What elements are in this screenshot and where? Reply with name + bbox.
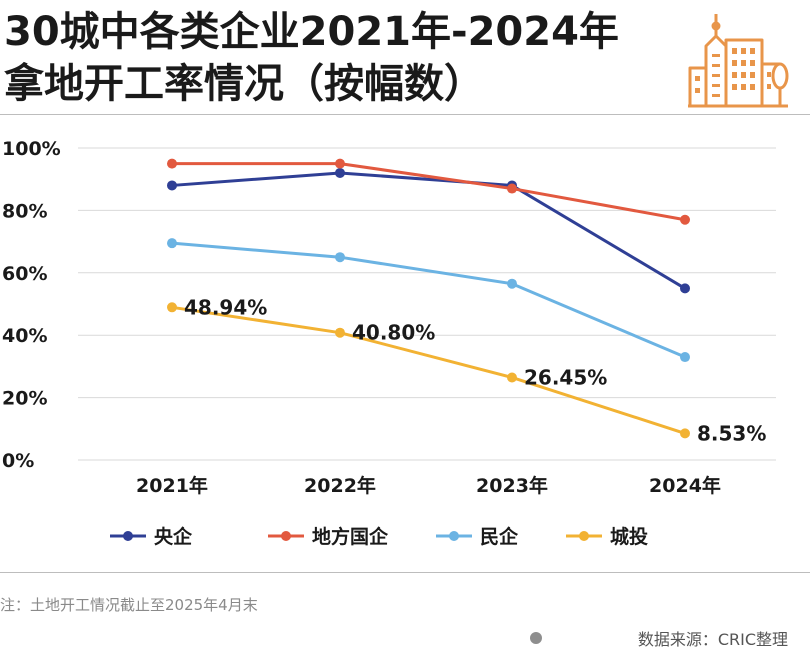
legend-marker — [281, 531, 291, 541]
y-tick-label: 100% — [2, 138, 61, 160]
footnote: 注：土地开工情况截止至2025年4月末 — [0, 596, 258, 614]
header-divider — [0, 114, 810, 115]
series-line — [171, 171, 686, 290]
data-point — [167, 238, 177, 249]
legend-marker — [449, 531, 459, 541]
legend-label: 城投 — [610, 525, 648, 548]
legend-label: 央企 — [154, 525, 193, 548]
data-point — [335, 167, 345, 178]
data-point — [507, 278, 517, 289]
data-point — [335, 252, 345, 263]
data-source: 数据来源：CRIC整理 — [637, 630, 788, 649]
y-tick-label: 40% — [2, 325, 47, 347]
data-point — [167, 302, 177, 313]
data-point — [507, 183, 517, 194]
y-tick-label: 0% — [2, 450, 34, 472]
legend-label: 民企 — [480, 525, 519, 548]
data-point — [680, 352, 690, 363]
y-tick-label: 20% — [2, 388, 47, 410]
y-tick-label: 60% — [2, 263, 47, 285]
data-label: 48.94% — [184, 295, 267, 319]
legend-marker — [123, 531, 133, 541]
series-line — [171, 305, 686, 435]
line-chart: 0% 20% 40% 60% 80% 100% 2021年 2022年 2023年 2024年 48… — [2, 138, 776, 548]
data-point — [507, 372, 517, 383]
data-point — [680, 283, 690, 294]
source-bullet-icon — [530, 632, 542, 644]
data-point — [335, 158, 345, 169]
data-point — [167, 180, 177, 191]
building-icon — [688, 14, 789, 108]
data-point — [680, 214, 690, 225]
footer-divider — [0, 572, 810, 573]
series-line — [171, 241, 686, 359]
x-tick-label: 2023年 — [476, 474, 548, 497]
y-tick-label: 80% — [2, 200, 47, 222]
x-tick-label: 2024年 — [649, 474, 721, 497]
title-line-1: 30城中各类企业2021年-2024年 — [4, 9, 619, 55]
legend-label: 地方国企 — [312, 525, 389, 548]
title-line-2: 拿地开工率情况（按幅数） — [4, 61, 484, 107]
page-title: 30城中各类企业2021年-2024年 拿地开工率情况（按幅数） — [4, 6, 684, 110]
data-label: 26.45% — [524, 365, 607, 389]
series-line — [172, 162, 686, 222]
data-point — [680, 428, 690, 439]
data-label: 40.80% — [352, 321, 435, 345]
legend-marker — [579, 531, 589, 541]
data-label: 8.53% — [697, 421, 766, 445]
data-point — [167, 158, 177, 169]
x-tick-label: 2022年 — [304, 474, 376, 497]
data-point — [335, 327, 345, 338]
x-tick-label: 2021年 — [136, 474, 208, 497]
